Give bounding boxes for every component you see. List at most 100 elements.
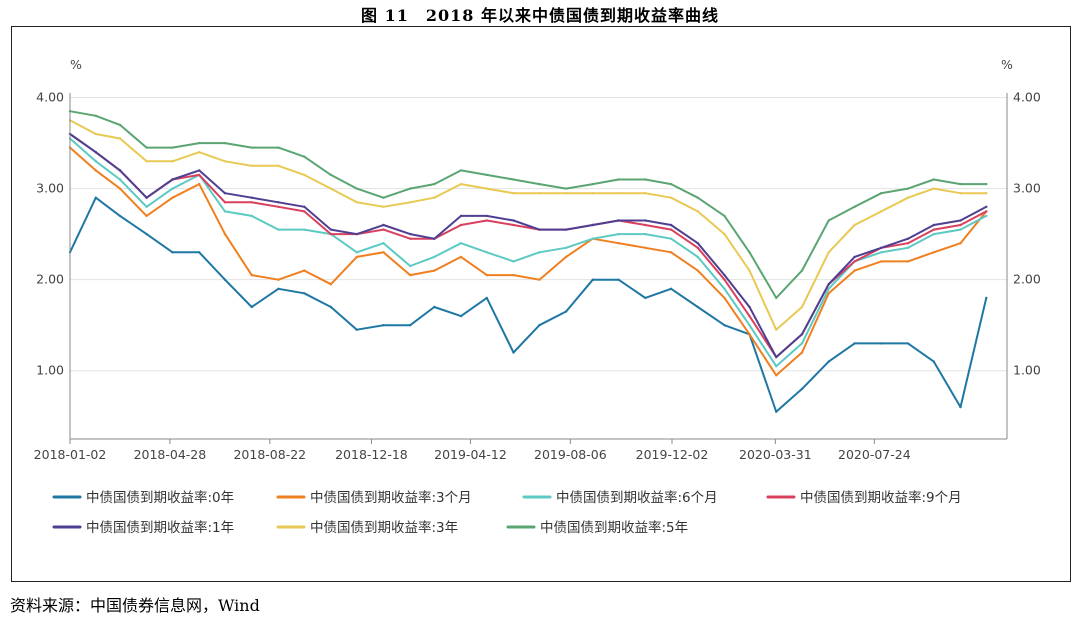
series-line-2 (69, 137, 987, 368)
data-point (880, 192, 883, 195)
data-point (591, 237, 594, 240)
data-point (250, 214, 253, 218)
legend-label: 中债国债到期收益率:9个月 (800, 489, 962, 506)
legend-item-1: 中债国债到期收益率:3个月 (276, 489, 472, 506)
data-point (118, 123, 122, 127)
data-point (696, 305, 699, 309)
series-6 (68, 110, 988, 300)
data-point (512, 260, 515, 263)
data-point (906, 242, 910, 245)
data-point (118, 187, 122, 190)
data-point (932, 187, 935, 190)
data-point (669, 287, 673, 290)
data-point (959, 182, 962, 186)
data-point (512, 223, 515, 227)
data-point (118, 178, 122, 181)
data-point (906, 260, 910, 263)
data-point (538, 324, 541, 327)
data-point (118, 214, 122, 218)
x-tick-label: 2019-12-02 (636, 447, 709, 462)
data-point (906, 187, 910, 190)
data-point (223, 210, 227, 213)
data-point (409, 232, 412, 236)
data-point (932, 223, 935, 227)
data-point (94, 132, 98, 136)
data-point (853, 260, 856, 263)
data-point (669, 251, 673, 254)
data-point (959, 228, 962, 231)
series-line-3 (69, 133, 987, 359)
data-point (223, 192, 227, 195)
data-point (775, 328, 778, 331)
data-point (355, 251, 358, 254)
series-3 (68, 132, 988, 359)
data-point (382, 223, 385, 227)
data-point (198, 251, 201, 254)
y-tick-label-left: 1.00 (36, 363, 64, 378)
data-point (355, 328, 358, 331)
data-point (145, 196, 148, 199)
data-point (827, 292, 830, 295)
data-point (985, 210, 988, 213)
legend-label: 中债国债到期收益率:1年 (86, 519, 234, 536)
data-point (644, 219, 647, 222)
data-point (669, 182, 673, 186)
data-point (932, 178, 935, 181)
data-point (723, 324, 726, 327)
data-point (303, 173, 306, 177)
data-point (696, 255, 699, 259)
data-point (329, 228, 333, 231)
data-point (644, 296, 647, 300)
data-point (512, 273, 515, 277)
data-point (433, 305, 436, 309)
data-point (696, 269, 699, 272)
data-point (433, 255, 436, 259)
data-point (564, 246, 568, 249)
data-point (906, 342, 910, 345)
legend-item-2: 中债国债到期收益率:6个月 (522, 489, 718, 506)
legend-item-0: 中债国债到期收益率:0年 (52, 489, 234, 506)
data-point (723, 296, 726, 300)
legend-label: 中债国债到期收益率:0年 (86, 489, 234, 506)
data-point (94, 196, 98, 199)
x-tick-label: 2018-08-22 (233, 447, 306, 462)
legend-label: 中债国债到期收益率:5年 (540, 519, 688, 536)
data-point (723, 278, 726, 281)
data-point (198, 141, 201, 145)
data-point (906, 196, 910, 199)
data-point (94, 169, 98, 172)
data-point (459, 314, 463, 318)
data-point (748, 333, 751, 336)
data-point (617, 219, 620, 222)
series-line-6 (69, 110, 987, 299)
data-point (382, 242, 385, 245)
data-point (171, 160, 174, 163)
data-point (617, 278, 620, 281)
y-axis-unit-right: % (1001, 57, 1013, 72)
data-point (775, 355, 778, 359)
data-point (171, 251, 174, 254)
data-point (223, 160, 227, 163)
data-point (617, 192, 620, 195)
data-point (564, 255, 568, 259)
data-point (644, 232, 647, 236)
series-0 (68, 196, 988, 413)
data-point (932, 360, 935, 363)
data-point (800, 333, 804, 336)
data-point (485, 187, 488, 190)
data-point (223, 232, 227, 236)
data-point (775, 296, 778, 300)
axis-layer: 1.00 1.00 2.00 2.00 3.00 3.00 4.00 4.00 2018-01-… (34, 90, 1041, 462)
data-point (723, 214, 726, 218)
data-point (94, 151, 98, 154)
data-point (382, 251, 385, 254)
data-point (959, 405, 962, 409)
series-line-0 (69, 196, 988, 413)
data-point (198, 151, 201, 154)
y-axis-unit-left: % (70, 57, 82, 72)
data-point (985, 214, 988, 218)
y-tick-label-right: 4.00 (1013, 90, 1041, 105)
y-tick-label-left: 3.00 (36, 181, 64, 196)
data-point (853, 205, 856, 208)
data-point (355, 187, 358, 190)
